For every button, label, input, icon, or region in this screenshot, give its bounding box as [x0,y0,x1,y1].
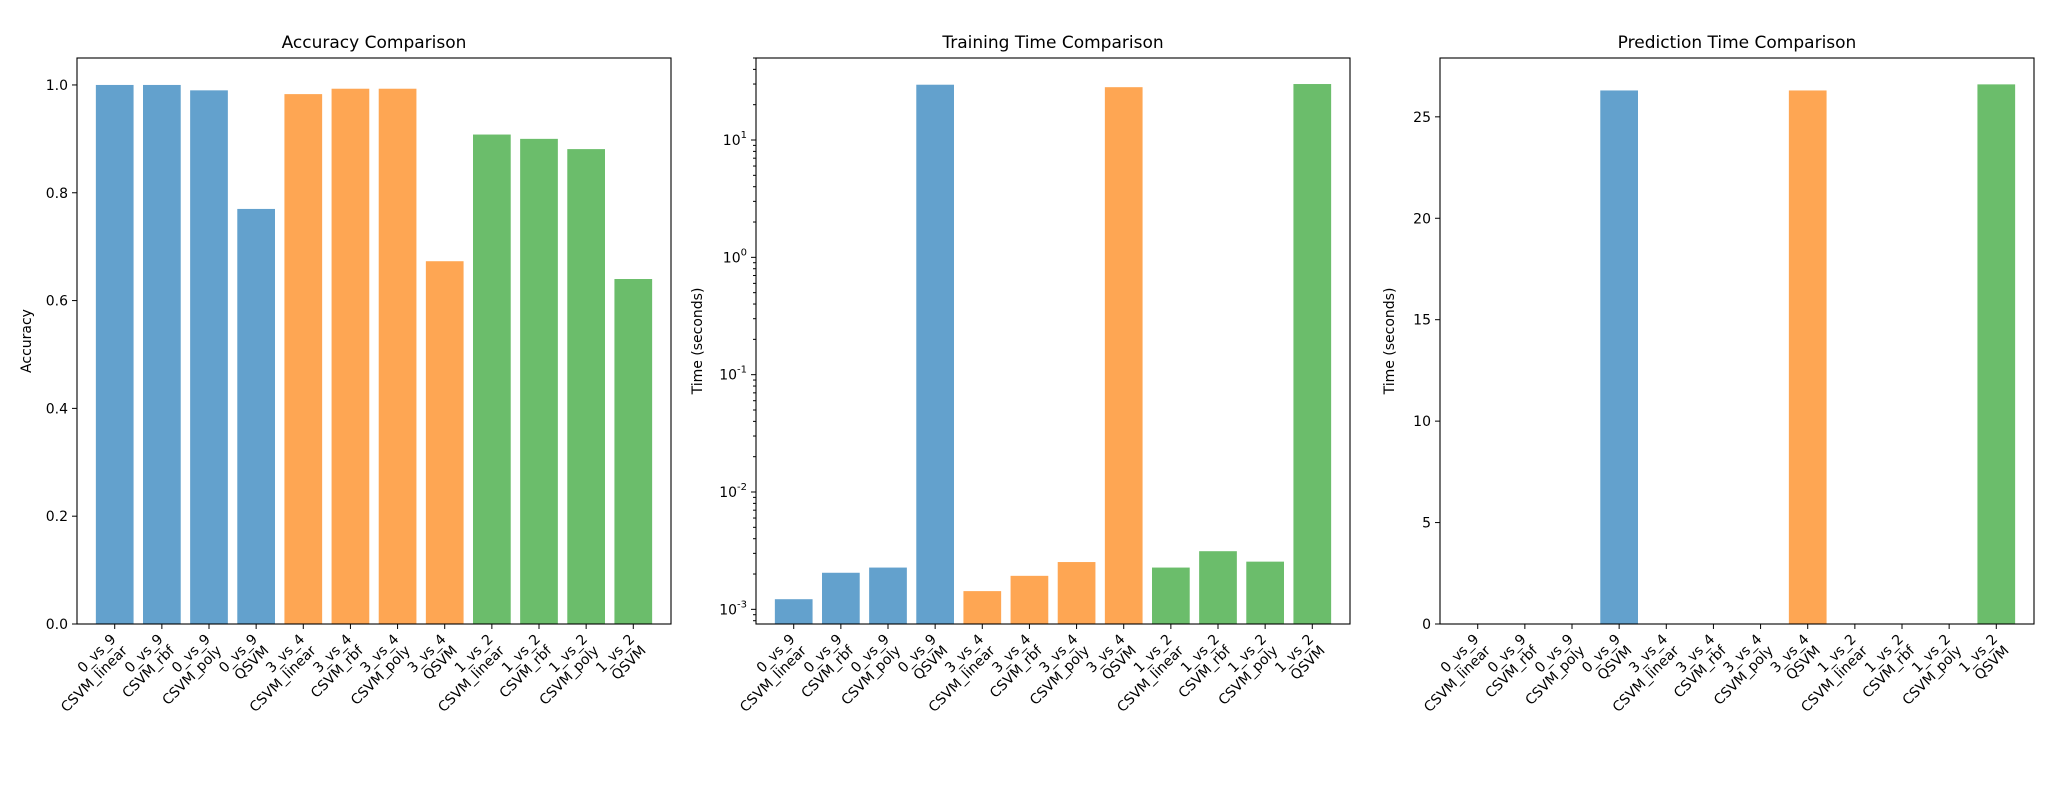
bar-10 [520,138,558,624]
x-tick-label: 3_vs_4QSVM [405,631,461,687]
bar-4 [237,208,275,624]
x-tick-label: 3_vs_4QSVM [1084,631,1140,687]
bar-3 [869,567,907,624]
y-axis-label: Accuracy [19,309,35,373]
y-tick-label: 0.4 [46,401,68,417]
y-tick-label: 10 [1413,414,1431,430]
bar-5 [963,591,1002,624]
y-tick-label: 10-3 [719,599,747,618]
plot-frame [755,57,1351,625]
bar-2 [822,572,860,624]
x-tick-label: 0_vs_9CSVM_linear [47,631,131,715]
bar-12 [614,279,653,624]
y-tick-label: 25 [1413,110,1431,126]
y-tick-label: 15 [1413,313,1431,329]
bar-8 [425,261,464,624]
x-tick-label: 1_vs_2QSVM [1956,632,2012,688]
bar-12 [1977,84,2016,625]
chart-title: Accuracy Comparison [282,33,467,53]
y-tick-label: 20 [1413,211,1431,227]
y-tick-label: 0.8 [46,186,68,202]
bar-2 [143,84,181,624]
plot-frame [76,57,672,625]
x-tick-label: 3_vs_4QSVM [1768,631,1824,687]
y-tick-label: 100 [723,247,747,266]
x-tick-label: 0_vs_9QSVM [216,632,272,688]
x-tick-label: 0_vs_9QSVM [1579,632,1635,688]
bar-11 [1246,561,1284,624]
chart-panel-1: 0_vs_9CSVM_linear0_vs_9CSVM_rbf0_vs_9CSV… [19,33,672,716]
bar-8 [1104,87,1143,624]
y-tick-label: 5 [1422,516,1431,532]
y-tick-label: 1.0 [46,78,68,94]
bar-7 [378,88,417,625]
y-tick-label: 0 [1422,617,1431,633]
x-tick-label: 0_vs_9CSVM_linear [726,631,810,715]
chart-title: Training Time Comparison [941,33,1163,53]
bar-9 [473,134,511,624]
y-axis-label: Time (seconds) [1382,288,1398,396]
y-axis-label: Time (seconds) [690,288,706,396]
bar-1 [95,84,134,624]
bar-7 [1057,562,1096,624]
bar-3 [190,90,228,625]
bar-12 [1293,84,1332,624]
plot-frame [1439,57,2035,625]
y-tick-label: 10-1 [719,365,747,384]
bar-10 [1199,551,1237,624]
x-tick-label: 0_vs_9CSVM_linear [1410,631,1494,715]
bar-4 [916,84,954,625]
bar-9 [1152,567,1190,624]
x-tick-label: 1_vs_2QSVM [593,632,649,688]
bar-1 [774,599,813,624]
y-tick-label: 0.0 [46,617,68,633]
bar-6 [1010,575,1049,624]
y-tick-label: 0.2 [46,509,68,525]
chart-panel-2: 0_vs_9CSVM_linear0_vs_9CSVM_rbf0_vs_9CSV… [690,33,1351,716]
chart-panel-3: 0_vs_9CSVM_linear0_vs_9CSVM_rbf0_vs_9CSV… [1382,33,2035,716]
y-tick-label: 0.6 [46,294,68,310]
y-tick-label: 10-2 [719,482,747,501]
bar-5 [284,94,323,624]
bar-6 [331,88,370,625]
chart-title: Prediction Time Comparison [1618,33,1857,53]
x-tick-label: 0_vs_9QSVM [895,632,951,688]
bar-8 [1788,90,1827,624]
bar-4 [1600,90,1638,624]
bar-11 [567,149,605,624]
x-tick-label: 1_vs_2QSVM [1272,632,1328,688]
y-tick-label: 101 [723,130,747,149]
